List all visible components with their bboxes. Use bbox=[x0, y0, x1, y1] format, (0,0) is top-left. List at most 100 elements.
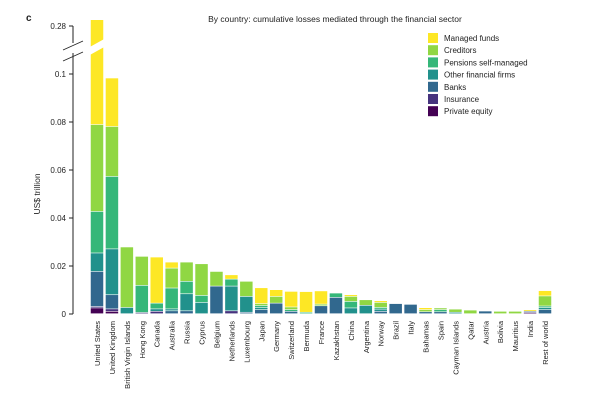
bar-segment bbox=[344, 295, 358, 297]
y-tick-label: 0.06 bbox=[50, 166, 66, 175]
bar-segment bbox=[284, 311, 298, 314]
bar-segment bbox=[449, 312, 462, 314]
bar-segment bbox=[255, 309, 268, 314]
bar-segment bbox=[344, 301, 358, 308]
bar-segment bbox=[225, 311, 238, 314]
bar-segment bbox=[105, 249, 119, 295]
bar-segment bbox=[538, 308, 552, 310]
bar-segment bbox=[165, 262, 178, 268]
y-tick-label: 0.08 bbox=[50, 118, 66, 127]
bar-segment bbox=[538, 309, 552, 314]
bar-segment bbox=[195, 302, 208, 314]
axis-break-mark bbox=[62, 51, 84, 62]
x-tick-label: Austria bbox=[481, 320, 490, 344]
bar-segment bbox=[523, 312, 537, 314]
legend-label: Creditors bbox=[444, 46, 476, 55]
x-tick-label: Belgium bbox=[212, 321, 221, 348]
legend: Managed funds Creditors Pensions self-mana… bbox=[428, 33, 528, 117]
bar-segment bbox=[135, 312, 149, 314]
legend-swatch bbox=[428, 106, 438, 117]
bar-segment bbox=[344, 308, 358, 314]
x-tick-label: Australia bbox=[168, 320, 177, 350]
bar-segment bbox=[434, 312, 447, 314]
axis-break-mark bbox=[62, 40, 84, 51]
y-tick-label: 0 bbox=[62, 310, 67, 319]
x-tick-label: British Virgin Islands bbox=[123, 321, 132, 389]
x-tick-label: Brazil bbox=[392, 321, 401, 340]
x-tick-label: Italy bbox=[407, 321, 416, 335]
legend-label: Private equity bbox=[444, 107, 492, 116]
bar-segment bbox=[150, 309, 163, 311]
bar-segment bbox=[210, 286, 223, 314]
x-tick-label: Bermuda bbox=[302, 320, 311, 351]
bar-segment bbox=[269, 296, 283, 303]
bar-segment bbox=[105, 311, 119, 314]
x-tick-label: France bbox=[317, 321, 326, 344]
x-tick-label: Mauritius bbox=[511, 321, 520, 352]
axis-break-gap bbox=[88, 38, 106, 56]
x-tick-label: Bahamas bbox=[422, 321, 431, 353]
legend-label: Managed funds bbox=[444, 34, 499, 43]
legend-label: Other financial firms bbox=[444, 71, 515, 80]
x-tick-label: Cyprus bbox=[198, 321, 207, 345]
bar-segment bbox=[135, 256, 149, 286]
bar-segment bbox=[404, 304, 417, 314]
legend-label: Insurance bbox=[444, 95, 480, 104]
x-tick-label: Germany bbox=[272, 321, 281, 352]
bar-segment bbox=[165, 311, 178, 314]
bar-segment bbox=[434, 309, 447, 312]
legend-swatch bbox=[428, 69, 438, 80]
bar-segment bbox=[479, 311, 492, 314]
bar-segment bbox=[150, 311, 163, 314]
chart-title: By country: cumulative losses mediated t… bbox=[208, 14, 462, 24]
bar-segment bbox=[419, 312, 432, 314]
bar-segment bbox=[359, 300, 373, 305]
bar-segment bbox=[150, 257, 163, 303]
bar-segment bbox=[389, 303, 402, 314]
bar-segment bbox=[90, 211, 104, 253]
bar-segment bbox=[374, 311, 387, 314]
x-tick-label: Japan bbox=[257, 321, 266, 341]
y-tick-label: 0.28 bbox=[50, 22, 66, 31]
bar-segment bbox=[225, 275, 238, 279]
x-tick-label: Switzerland bbox=[287, 321, 296, 360]
y-axis-label: US$ trillion bbox=[32, 173, 42, 214]
legend-swatch bbox=[428, 33, 438, 43]
bar-segment bbox=[359, 305, 373, 314]
bar-segment bbox=[284, 309, 298, 311]
bar-segment bbox=[538, 306, 552, 308]
bar-segment bbox=[538, 296, 552, 306]
x-tick-label: Canada bbox=[153, 320, 162, 347]
x-tick-label: Spain bbox=[436, 321, 445, 340]
bar-segment bbox=[180, 281, 193, 294]
bar-segment bbox=[165, 309, 178, 311]
bar-segment bbox=[329, 297, 343, 314]
bar-segment bbox=[105, 78, 119, 127]
bar-segment bbox=[269, 303, 283, 314]
bar-segment bbox=[165, 288, 178, 309]
bar-segment bbox=[299, 291, 313, 312]
bar-segment bbox=[449, 309, 462, 312]
bar-segment bbox=[255, 303, 268, 306]
bar-segment bbox=[314, 306, 328, 314]
bar-segment bbox=[374, 307, 387, 309]
bar-segment bbox=[284, 291, 298, 307]
bar-segment bbox=[255, 288, 268, 304]
bar-segment bbox=[523, 311, 537, 313]
bar-segment bbox=[419, 309, 432, 312]
panel-label: c bbox=[26, 13, 32, 24]
bar-segment bbox=[90, 306, 104, 308]
y-tick-label: 0.02 bbox=[50, 262, 66, 271]
bar-segment bbox=[105, 126, 119, 177]
bar-segment bbox=[314, 304, 328, 306]
bar-segment bbox=[180, 294, 193, 311]
x-tick-label: Netherlands bbox=[227, 321, 236, 362]
x-tick-label: Hong Kong bbox=[138, 321, 147, 359]
bar-segment bbox=[90, 271, 104, 307]
x-tick-label: Cayman Islands bbox=[451, 321, 460, 375]
bar-segment bbox=[269, 290, 283, 297]
bar-segment bbox=[135, 285, 149, 313]
bar-segment bbox=[180, 311, 193, 314]
x-tick-label: India bbox=[526, 320, 535, 337]
